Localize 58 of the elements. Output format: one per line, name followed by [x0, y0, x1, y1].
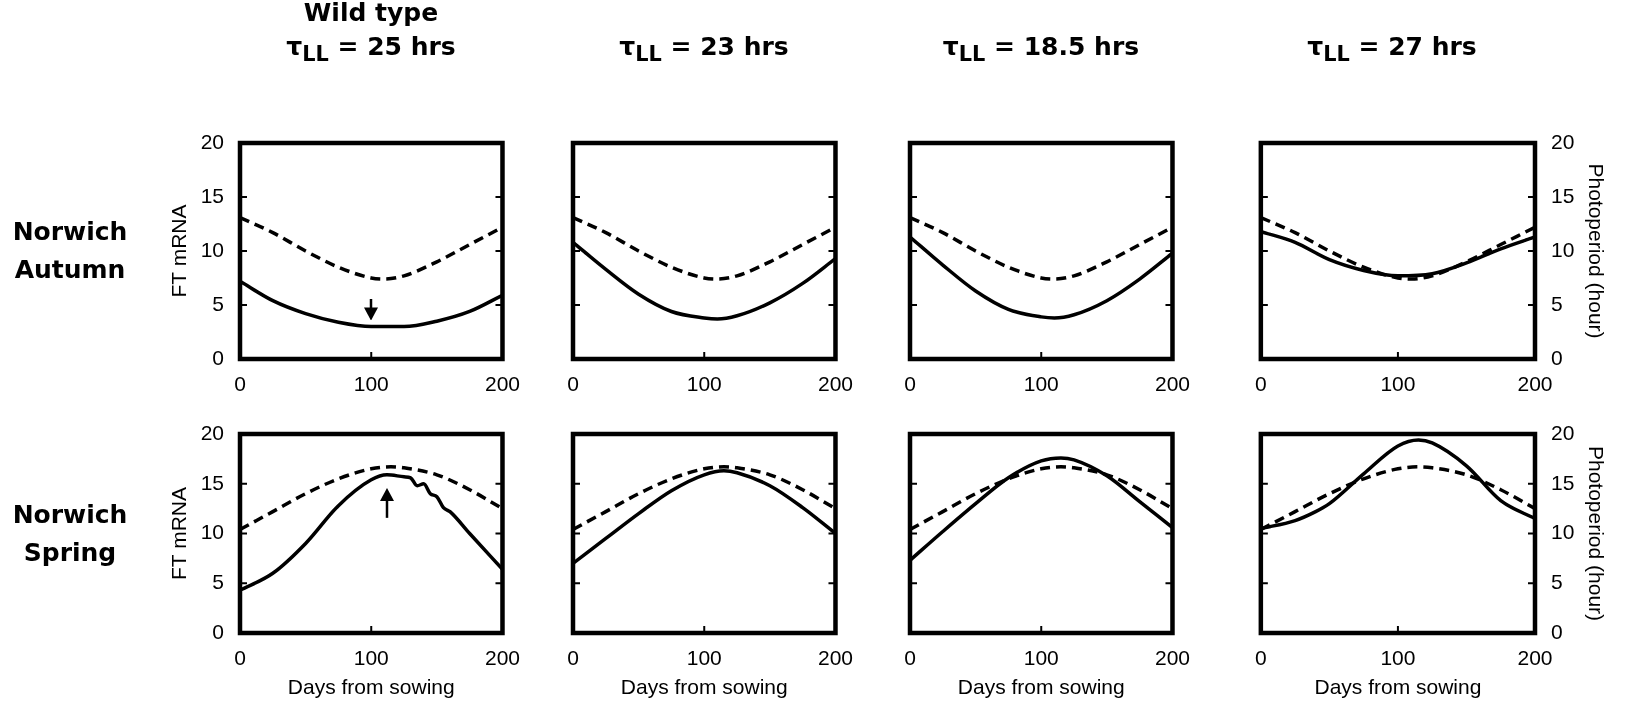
x-tick-label: 100 [353, 372, 389, 396]
y-tick-label: 0 [212, 345, 224, 369]
y-tick-label: 5 [212, 570, 224, 594]
y-tick-label: 15 [200, 183, 224, 207]
chart-title: τ$_{LL}$ = 23 hrs [618, 31, 790, 68]
y2-axis-title: Photoperiod (hour) [1584, 445, 1608, 622]
y-axis-title: FT mRNA [167, 204, 191, 298]
x-tick-label: 200 [484, 372, 520, 396]
x-tick-label: 0 [904, 646, 916, 670]
x-tick-label: 200 [1154, 646, 1190, 670]
x-tick-label: 200 [1154, 372, 1190, 396]
x-axis-title: Days from sowing [620, 675, 788, 699]
y2-tick-label: 5 [1551, 291, 1563, 315]
text: Norwich Spring [11, 498, 129, 569]
y-tick-label: 10 [200, 237, 224, 261]
x-tick-label: 200 [817, 646, 853, 670]
x-tick-label: 200 [817, 372, 853, 396]
x-tick-label: 0 [567, 372, 579, 396]
x-tick-label: 200 [1517, 646, 1553, 670]
x-tick-label: 100 [1380, 646, 1416, 670]
x-tick-label: 100 [1380, 372, 1416, 396]
x-tick-label: 0 [904, 372, 916, 396]
y2-axis-title: Photoperiod (hour) [1584, 163, 1608, 339]
y2-tick-label: 0 [1551, 619, 1563, 643]
y2-tick-label: 10 [1551, 237, 1575, 261]
y2-tick-label: 5 [1551, 570, 1563, 594]
x-tick-label: 200 [484, 646, 520, 670]
y2-tick-label: 0 [1551, 345, 1563, 369]
x-tick-label: 100 [353, 646, 389, 670]
x-axis-title: Days from sowing [1314, 675, 1482, 699]
x-tick-label: 100 [1023, 646, 1059, 670]
x-tick-label: 100 [686, 646, 722, 670]
chart-title: τ$_{LL}$ = 18.5 hrs [941, 31, 1141, 68]
chart-title: τ$_{LL}$ = 27 hrs [1306, 31, 1478, 68]
x-tick-label: 0 [234, 646, 246, 670]
x-tick-label: 0 [1255, 646, 1267, 670]
y-axis-title: FT mRNA [167, 487, 191, 580]
y2-tick-label: 15 [1551, 470, 1575, 494]
y-tick-label: 5 [212, 291, 224, 315]
x-axis-title: Days from sowing [287, 675, 455, 699]
x-tick-label: 200 [1517, 372, 1553, 396]
chart-title: Wild type τ$_{LL}$ = 25 hrs [285, 0, 457, 68]
x-tick-label: 0 [567, 646, 579, 670]
y-tick-label: 15 [200, 470, 224, 494]
y2-tick-label: 10 [1551, 520, 1575, 544]
x-tick-label: 100 [686, 372, 722, 396]
text: Norwich Autumn [11, 216, 129, 286]
y2-tick-label: 20 [1551, 129, 1575, 153]
x-tick-label: 0 [1255, 372, 1267, 396]
y2-tick-label: 20 [1551, 420, 1575, 444]
y-tick-label: 20 [200, 420, 224, 444]
y-tick-label: 10 [200, 520, 224, 544]
x-tick-label: 0 [234, 372, 246, 396]
y-tick-label: 20 [200, 129, 224, 153]
x-axis-title: Days from sowing [957, 675, 1125, 699]
y2-tick-label: 15 [1551, 183, 1575, 207]
y-tick-label: 0 [212, 619, 224, 643]
x-tick-label: 100 [1023, 372, 1059, 396]
